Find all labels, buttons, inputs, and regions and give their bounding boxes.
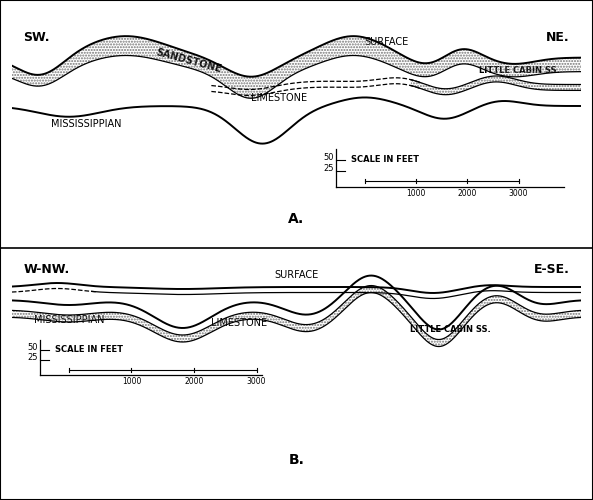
Text: E-SE.: E-SE. — [534, 263, 570, 276]
Text: LITTLE CABIN SS.: LITTLE CABIN SS. — [479, 66, 559, 75]
Text: 3000: 3000 — [509, 189, 528, 198]
Text: LIMESTONE: LIMESTONE — [251, 94, 308, 104]
Text: 25: 25 — [323, 164, 333, 173]
Text: 25: 25 — [27, 354, 37, 362]
Text: SANDSTONE: SANDSTONE — [154, 48, 222, 74]
Text: SW.: SW. — [23, 31, 50, 44]
Text: LIMESTONE: LIMESTONE — [211, 318, 267, 328]
Text: 2000: 2000 — [458, 189, 477, 198]
Text: LITTLE CABIN SS.: LITTLE CABIN SS. — [410, 326, 491, 334]
Text: MISSISSIPPIAN: MISSISSIPPIAN — [34, 315, 104, 325]
Text: 3000: 3000 — [247, 377, 266, 386]
Text: 50: 50 — [323, 153, 333, 162]
Text: 1000: 1000 — [122, 377, 141, 386]
Text: 2000: 2000 — [184, 377, 204, 386]
Text: MISSISSIPPIAN: MISSISSIPPIAN — [50, 119, 121, 129]
Text: B.: B. — [289, 453, 304, 467]
Text: W-NW.: W-NW. — [23, 263, 69, 276]
Text: SURFACE: SURFACE — [365, 37, 409, 47]
Text: SCALE IN FEET: SCALE IN FEET — [350, 155, 419, 164]
Text: SCALE IN FEET: SCALE IN FEET — [55, 346, 123, 354]
Text: 1000: 1000 — [406, 189, 426, 198]
Text: SURFACE: SURFACE — [275, 270, 318, 280]
Text: NE.: NE. — [546, 31, 570, 44]
Text: 50: 50 — [27, 344, 37, 352]
Text: A.: A. — [288, 212, 305, 226]
